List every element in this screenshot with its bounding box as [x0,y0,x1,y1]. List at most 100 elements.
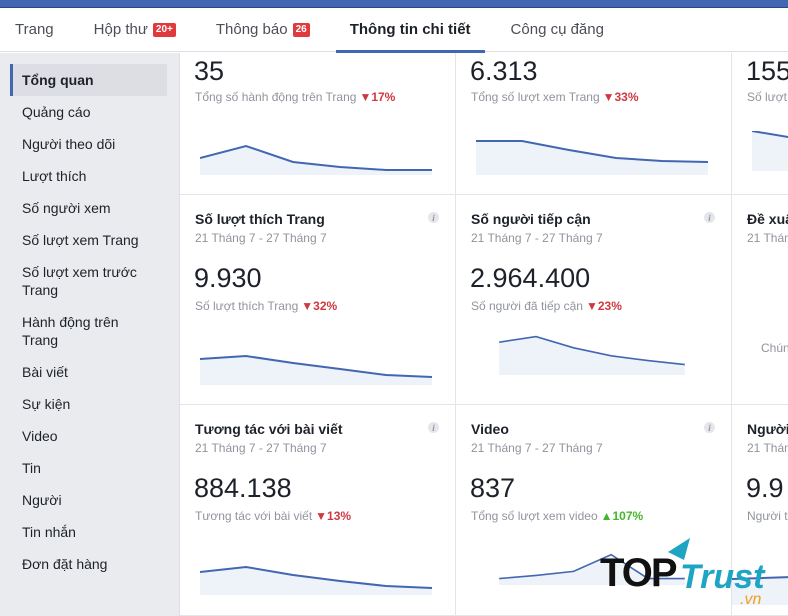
metric-value: 155 [746,56,788,86]
sparkline-chart [499,553,685,585]
metric-subtitle: Tổng số lượt xem Trang ▼33% [471,90,639,104]
sidebar-item-stories[interactable]: Tin [10,459,167,477]
metric-value: 884.138 [194,473,292,503]
inbox-count-badge: 20+ [152,22,176,37]
sparkline-chart [200,144,432,175]
metric-subtitle: Người t [747,509,788,523]
trend-down-delta: ▼33% [602,90,639,104]
tab-notifications[interactable]: Thông báo 26 [216,8,310,52]
metric-value: 35 [194,56,225,86]
sidebar-item-page-actions[interactable]: Hành động trên Trang [10,313,140,349]
card-page-previews[interactable]: 155 Số lượt [732,53,788,195]
metric-subtitle: Số lượt thích Trang ▼32% [195,299,338,313]
date-range: 21 Tháng 7 - 27 Tháng 7 [195,441,327,455]
metric-subtitle: Tổng số lượt xem video ▲107% [471,509,644,523]
sidebar-item-reach[interactable]: Số người xem [10,199,167,217]
sidebar-item-label: Số người xem [22,200,111,216]
sidebar-item-label: Đơn đặt hàng [22,556,108,572]
metric-subtitle: Số lượt [747,90,787,104]
date-range: 21 Tháng 7 - 27 Tháng 7 [471,231,603,245]
card-title: Người [747,421,788,437]
trend-up-delta: ▲107% [600,509,644,523]
sidebar-item-label: Số lượt xem trước Trang [22,264,137,298]
info-icon[interactable]: i [704,422,715,433]
card-title: Tương tác với bài viết [195,421,343,437]
card-page-actions[interactable]: 35 Tổng số hành động trên Trang ▼17% [180,53,456,195]
tab-insights[interactable]: Thông tin chi tiết [335,8,485,53]
trend-down-delta: ▼32% [301,299,338,313]
sidebar-item-page-previews[interactable]: Số lượt xem trước Trang [10,263,150,299]
sidebar-item-label: Số lượt xem Trang [22,232,139,248]
date-range: 21 Tháng [747,231,788,245]
sidebar-item-orders[interactable]: Đơn đặt hàng [10,555,167,573]
sidebar-item-people[interactable]: Người [10,491,167,509]
sidebar-item-label: Người [22,492,62,508]
trend-down-delta: ▼17% [359,90,396,104]
tab-label: Hộp thư [93,21,148,38]
sidebar-item-label: Quảng cáo [22,104,91,120]
sidebar-item-ads[interactable]: Quảng cáo [10,103,167,121]
card-message: Chún [761,341,788,355]
sidebar-item-posts[interactable]: Bài viết [10,363,167,381]
card-recommendations[interactable]: Đề xuất 21 Tháng Chún [732,195,788,405]
metric-subtitle: Tương tác với bài viết ▼13% [195,509,352,523]
notifications-count-badge: 26 [292,22,310,37]
tab-label: Trang [15,21,54,38]
insights-sidebar: Tổng quan Quảng cáo Người theo dõi Lượt … [0,53,180,616]
sidebar-item-likes[interactable]: Lượt thích [10,167,167,185]
sparkline-chart [476,140,708,175]
sidebar-item-label: Người theo dõi [22,136,116,152]
card-page-likes[interactable]: Số lượt thích Trang i 21 Tháng 7 - 27 Th… [180,195,456,405]
sidebar-item-label: Lượt thích [22,168,87,184]
tab-label: Thông báo [215,21,288,38]
trend-down-delta: ▼23% [585,299,622,313]
card-title: Đề xuất [747,211,788,227]
tab-label: Công cụ đăng [510,21,604,38]
sparkline-chart [200,565,432,595]
sidebar-item-messages[interactable]: Tin nhắn [10,523,167,541]
sparkline-chart [499,335,685,375]
metric-value: 9.9 [746,473,784,503]
sidebar-item-label: Tin nhắn [22,524,76,540]
metric-value: 9.930 [194,263,262,293]
date-range: 21 Tháng 7 - 27 Tháng 7 [471,441,603,455]
date-range: 21 Tháng 7 - 27 Tháng 7 [195,231,327,245]
card-post-engagement[interactable]: Tương tác với bài viết i 21 Tháng 7 - 27… [180,405,456,616]
sidebar-item-label: Video [22,428,58,444]
sparkline-chart [732,576,788,605]
metric-value: 2.964.400 [470,263,591,293]
tab-publishing-tools[interactable]: Công cụ đăng [511,8,604,52]
sidebar-item-page-views[interactable]: Số lượt xem Trang [10,231,167,249]
info-icon[interactable]: i [704,212,715,223]
metric-subtitle: Số người đã tiếp cận ▼23% [471,299,622,313]
insights-cards-grid: 35 Tổng số hành động trên Trang ▼17% 6.31… [180,53,788,616]
info-icon[interactable]: i [428,422,439,433]
trend-down-delta: ▼13% [315,509,352,523]
card-reach[interactable]: Số người tiếp cận i 21 Tháng 7 - 27 Thán… [456,195,732,405]
metric-value: 6.313 [470,56,538,86]
sidebar-item-overview[interactable]: Tổng quan [10,64,167,96]
tab-label: Thông tin chi tiết [349,21,471,38]
sparkline-chart [200,354,432,385]
tab-inbox[interactable]: Hộp thư 20+ [94,8,176,52]
card-title: Số lượt thích Trang [195,211,325,227]
page-tabs: Trang Hộp thư 20+ Thông báo 26 Thông tin c… [0,8,788,53]
sparkline-chart [752,131,788,171]
card-people[interactable]: Người 21 Tháng 9.9 Người t [732,405,788,616]
card-title: Số người tiếp cận [471,211,591,227]
sidebar-item-label: Sự kiện [22,396,71,412]
sidebar-item-videos[interactable]: Video [10,427,167,445]
card-title: Video [471,421,509,437]
metric-value: 837 [470,473,516,503]
sidebar-item-label: Tổng quan [22,72,94,88]
sidebar-item-label: Bài viết [22,364,68,380]
sidebar-item-events[interactable]: Sự kiện [10,395,167,413]
tab-page[interactable]: Trang [15,8,54,52]
sidebar-item-followers[interactable]: Người theo dõi [10,135,167,153]
sidebar-item-label: Tin [22,460,41,476]
card-video[interactable]: Video i 21 Tháng 7 - 27 Tháng 7 837 Tổng… [456,405,732,616]
top-nav-bar [0,0,788,8]
info-icon[interactable]: i [428,212,439,223]
card-page-views[interactable]: 6.313 Tổng số lượt xem Trang ▼33% [456,53,732,195]
metric-subtitle: Tổng số hành động trên Trang ▼17% [195,90,396,104]
